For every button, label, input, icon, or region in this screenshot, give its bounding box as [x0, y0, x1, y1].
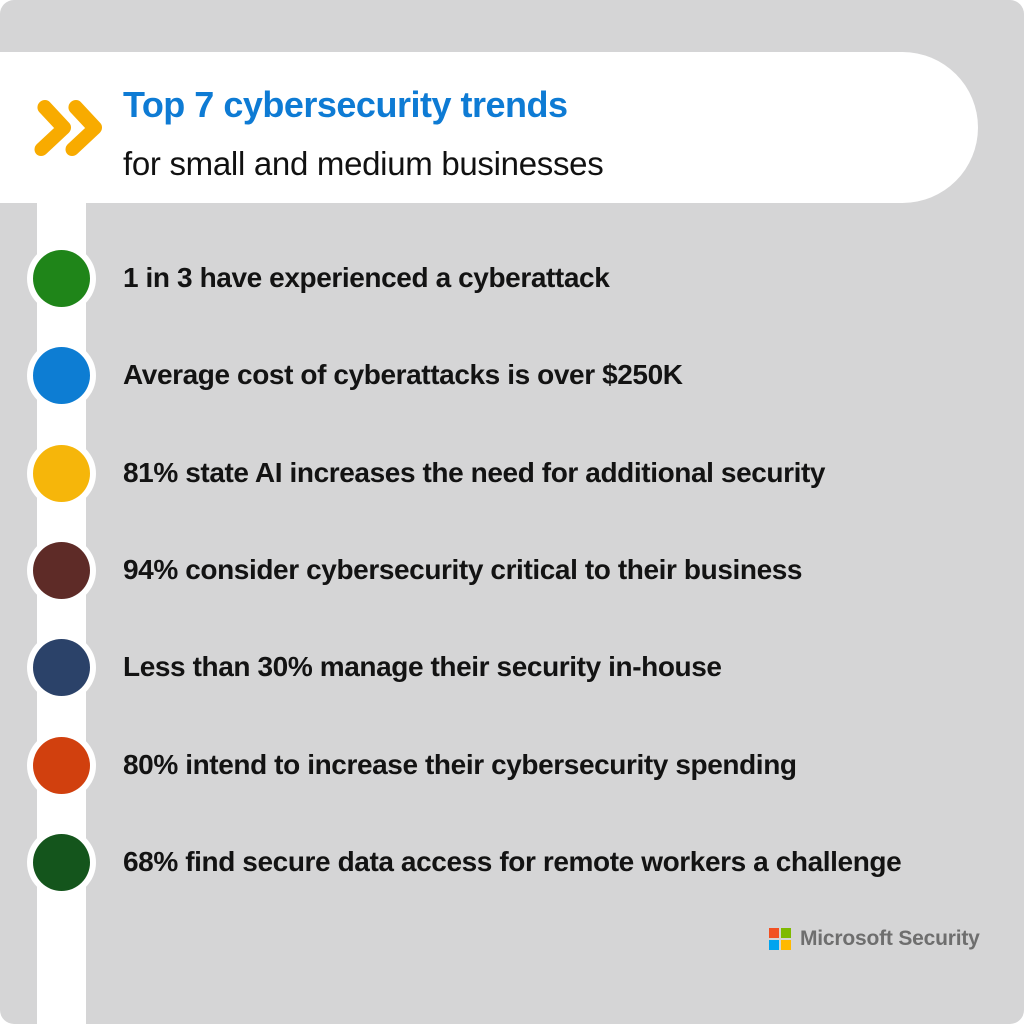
page-title: Top 7 cybersecurity trends	[123, 84, 568, 125]
microsoft-security-logo: Microsoft Security	[769, 927, 980, 951]
list-item: 81% state AI increases the need for addi…	[0, 438, 1024, 508]
logo-square-red	[769, 928, 779, 938]
bullet-circle	[33, 736, 90, 794]
list-item-text: 68% find secure data access for remote w…	[123, 846, 902, 877]
page-subtitle: for small and medium businesses	[123, 145, 604, 182]
bullet-circle	[33, 541, 90, 599]
list-item: Less than 30% manage their security in-h…	[0, 632, 1024, 702]
bullet-circle	[33, 444, 90, 502]
list-item: 94% consider cybersecurity critical to t…	[0, 535, 1024, 605]
header-panel: Top 7 cybersecurity trends for small and…	[0, 52, 978, 203]
list-item: 1 in 3 have experienced a cyberattack	[0, 243, 1024, 313]
bullet-circle	[33, 346, 90, 404]
bullet-circle	[33, 249, 90, 307]
list-item: 80% intend to increase their cybersecuri…	[0, 730, 1024, 800]
list-item-text: Average cost of cyberattacks is over $25…	[123, 359, 683, 390]
list-item-text: 80% intend to increase their cybersecuri…	[123, 749, 797, 780]
microsoft-logo-icon	[769, 928, 791, 950]
logo-square-green	[781, 928, 791, 938]
list-item-text: Less than 30% manage their security in-h…	[123, 651, 722, 682]
list-item-text: 1 in 3 have experienced a cyberattack	[123, 262, 610, 293]
list-item: 68% find secure data access for remote w…	[0, 827, 1024, 897]
list-item-text: 94% consider cybersecurity critical to t…	[123, 554, 803, 585]
list-item-text: 81% state AI increases the need for addi…	[123, 457, 826, 488]
logo-square-blue	[769, 940, 779, 950]
logo-square-yellow	[781, 940, 791, 950]
list-item: Average cost of cyberattacks is over $25…	[0, 340, 1024, 410]
bullet-circle	[33, 833, 90, 891]
bullet-circle	[33, 638, 90, 696]
brand-wordmark: Microsoft Security	[800, 927, 980, 950]
double-chevron-right-icon	[30, 92, 110, 164]
